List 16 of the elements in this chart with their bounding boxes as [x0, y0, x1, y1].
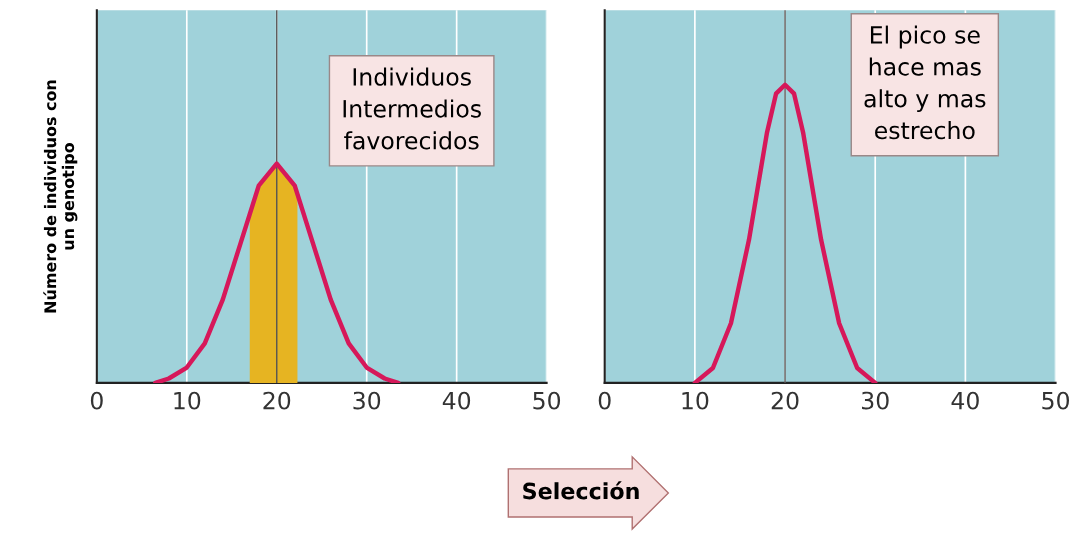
x-tick-label: 40: [442, 391, 471, 410]
x-tick-label: 30: [353, 391, 381, 410]
x-tick-label: 20: [263, 391, 291, 410]
x-tick-label: 50: [533, 391, 561, 410]
text: Selección: [523, 481, 639, 500]
y-axis-title: Número de individuos con un genotipo: [43, 80, 78, 313]
x-tick-label: 20: [771, 391, 799, 410]
x-tick-label: 40: [951, 391, 979, 410]
x-tick-label: 30: [862, 391, 889, 410]
annotation: El pico se hace mas alto y mas estrecho: [864, 25, 986, 140]
x-tick-label: 10: [682, 391, 709, 410]
x-tick-label: 10: [174, 391, 201, 410]
x-tick-label: 0: [598, 391, 611, 410]
x-tick-label: 0: [90, 391, 103, 410]
x-tick-label: 50: [1042, 391, 1070, 410]
text: Individuos Intermedios favorecidos: [343, 67, 481, 150]
